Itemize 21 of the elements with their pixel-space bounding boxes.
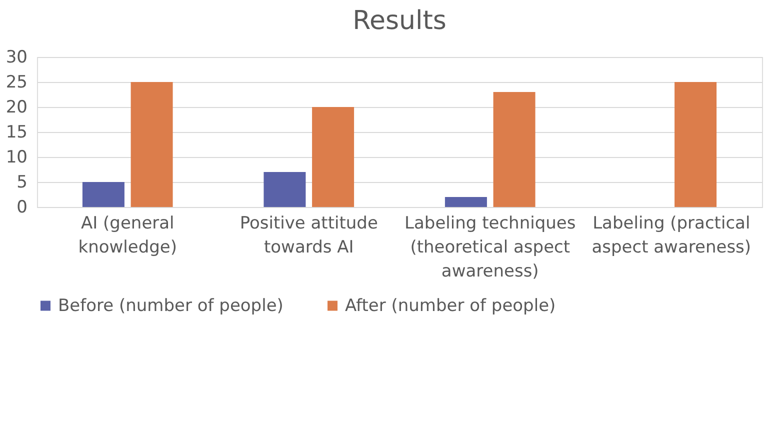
x-tick-label: AI (general knowledge) <box>78 214 178 258</box>
bar <box>312 107 354 207</box>
legend-label: After (number of people) <box>345 296 556 316</box>
y-tick-label: 20 <box>6 98 28 118</box>
y-tick-label: 0 <box>16 198 28 218</box>
bar <box>130 82 173 207</box>
bar <box>82 182 124 207</box>
y-tick-label: 15 <box>6 122 28 142</box>
bar <box>493 92 536 207</box>
x-tick-label: Labeling techniques (theoretical aspect awareness) <box>404 214 576 282</box>
legend-label: Before (number of people) <box>58 296 284 316</box>
y-tick-label: 25 <box>6 72 28 92</box>
x-tick-label: Positive attitude towards AI <box>240 214 378 258</box>
y-tick-label: 30 <box>6 48 28 68</box>
y-tick-label: 10 <box>6 148 28 168</box>
bar <box>444 197 487 207</box>
bar <box>674 82 717 207</box>
x-tick-label: Labeling (practical aspect awareness) <box>592 214 752 258</box>
chart-title: Results <box>352 6 446 36</box>
bar <box>264 172 306 207</box>
y-tick-label: 5 <box>16 172 28 192</box>
